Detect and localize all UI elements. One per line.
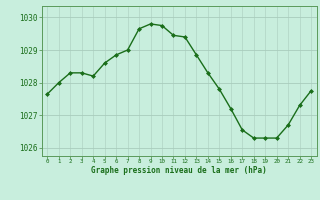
X-axis label: Graphe pression niveau de la mer (hPa): Graphe pression niveau de la mer (hPa) — [91, 166, 267, 175]
